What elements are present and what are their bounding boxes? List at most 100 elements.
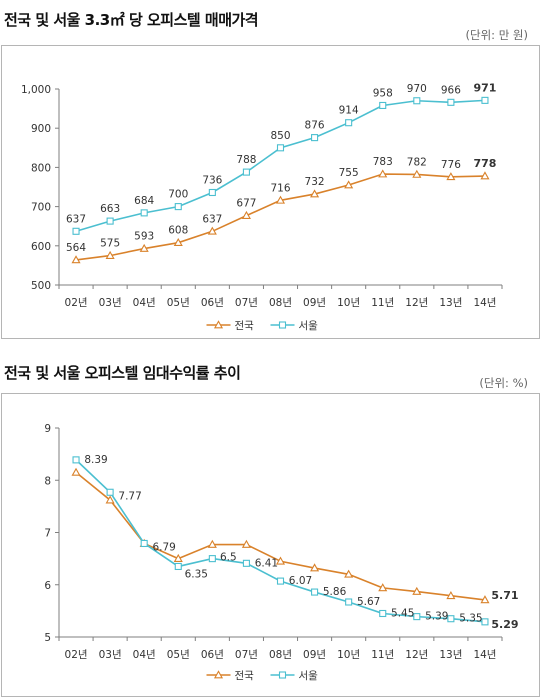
chart2-data-label: 8.39 (84, 454, 107, 466)
chart2-y-tick-label: 8 (44, 475, 51, 487)
chart1-y-tick-label: 900 (31, 123, 51, 135)
chart1-seoul-point (140, 209, 148, 217)
chart2-x-tick-label: 14년 (473, 649, 496, 661)
chart2-seoul-point (106, 488, 114, 496)
chart2-seoul-point (481, 618, 489, 626)
chart1-data-label: 778 (473, 157, 496, 170)
chart1-y-tick-label: 800 (31, 162, 51, 174)
chart1-data-label: 850 (270, 130, 290, 142)
chart1-y-tick-label: 500 (31, 280, 51, 292)
chart1-seoul-point (447, 98, 455, 106)
chart2-nation-point (446, 591, 456, 600)
chart1-nation-point (241, 210, 251, 219)
chart1-seoul-point (311, 134, 319, 142)
chart2-nation-point (378, 583, 388, 592)
chart1-seoul-point (208, 188, 216, 197)
chart1-data-label: 783 (373, 156, 393, 168)
chart2-data-label: 7.77 (118, 490, 141, 502)
chart1-legend-marker (213, 320, 224, 329)
yield-line-chart: 5 6 7 8 9 02년 03년 04년 05년 06년 07년 08년 09년 10년 11년 12년 13… (44, 423, 518, 682)
chart1-nation-point (71, 255, 81, 264)
chart1-seoul-point (345, 119, 353, 127)
chart1-seoul-point (242, 168, 250, 176)
chart1-data-label: 958 (373, 87, 393, 99)
chart2-x-tick-label: 09년 (303, 649, 326, 661)
chart2-nation-point (275, 556, 286, 565)
chart1-x-tick-label: 04년 (133, 297, 156, 309)
chart1-x-tick-label: 08년 (269, 297, 292, 309)
chart1-seoul-point (413, 97, 421, 105)
chart2-x-tick-label: 13년 (439, 649, 462, 661)
chart2-x-tick-label: 06년 (201, 649, 224, 661)
chart2-y-tick-label: 6 (44, 580, 51, 592)
chart1-nation-point (480, 171, 490, 180)
chart2-nation-point (480, 595, 490, 604)
chart2-seoul-point (447, 615, 455, 623)
chart1-x-tick-label: 10년 (337, 297, 360, 309)
chart1-seoul-point (106, 217, 114, 225)
chart2-nation-point (241, 539, 251, 548)
chart1-x-tick-label: 12년 (405, 297, 428, 309)
price-line-chart: 500 600 700 800 900 1,000 02년 03년 04년 05년 06년 07년 08… (21, 81, 503, 332)
chart2-panel: 5 6 7 8 9 02년 03년 04년 05년 06년 07년 08년 09년 10년 11년 12년 13… (1, 393, 540, 697)
chart2-unit: (단위: %) (479, 376, 528, 390)
chart2-data-label: 5.39 (425, 611, 448, 623)
chart2-data-label: 6.07 (289, 575, 312, 587)
chart2-series-line-seoul (75, 459, 486, 623)
chart1-x-tick-label: 07년 (235, 297, 258, 309)
chart1-legend-label: 전국 (235, 320, 255, 332)
chart1-x-tick-label: 13년 (439, 297, 462, 309)
chart1-data-label: 700 (168, 189, 188, 201)
chart1-data-label: 914 (339, 105, 359, 117)
chart1-data-label: 575 (100, 238, 120, 250)
chart2-data-label: 5.45 (391, 607, 414, 619)
chart1-nation-point (275, 195, 286, 204)
chart2-x-tick-label: 08년 (269, 649, 292, 661)
chart2-nation-point (71, 467, 81, 476)
chart2-title: 전국 및 서울 오피스텔 임대수익률 추이 (4, 364, 241, 382)
chart1-nation-point (105, 250, 115, 259)
chart1-x-tick-label: 02년 (65, 297, 88, 309)
chart1-data-label: 966 (441, 84, 461, 96)
chart2-x-tick-label: 07년 (235, 649, 258, 661)
chart1-seoul-point (72, 227, 80, 235)
chart1-data-label: 637 (202, 213, 222, 225)
chart1-seoul-point (276, 144, 285, 152)
chart2-seoul-point (413, 613, 421, 621)
chart2-nation-point (412, 586, 422, 595)
chart1-data-label: 782 (407, 156, 427, 168)
chart1-unit: (단위: 만 원) (465, 28, 528, 42)
chart2-data-label: 6.5 (220, 552, 237, 564)
chart1-nation-point (310, 189, 320, 198)
chart1-seoul-point (174, 203, 182, 211)
chart1-data-label: 971 (473, 81, 496, 94)
chart1-legend-marker (278, 321, 287, 329)
chart1-data-label: 970 (407, 83, 427, 95)
chart1-nation-point (173, 237, 183, 247)
chart2-x-tick-label: 03년 (99, 649, 122, 661)
chart1-y-tick-label: 600 (31, 241, 51, 253)
chart2-data-label: 5.67 (357, 596, 380, 608)
chart1-title: 전국 및 서울 3.3㎡ 당 오피스텔 매매가격 (4, 11, 259, 29)
chart2-seoul-point (345, 598, 353, 606)
chart2-x-tick-label: 11년 (371, 649, 394, 661)
chart1-data-label: 608 (168, 225, 188, 237)
chart2-seoul-point (276, 577, 285, 585)
chart1-data-label: 637 (66, 213, 86, 225)
chart2-data-label: 5.29 (491, 618, 518, 631)
chart1-data-label: 593 (134, 231, 154, 243)
chart1-x-tick-label: 11년 (371, 297, 394, 309)
chart2-x-tick-label: 12년 (405, 649, 428, 661)
chart1-nation-point (412, 169, 422, 178)
chart1-data-label: 564 (66, 242, 86, 254)
chart2-seoul-point (379, 609, 387, 618)
chart2-y-tick-label: 9 (44, 423, 51, 435)
chart1-nation-point (139, 243, 149, 252)
chart2-seoul-point (72, 456, 80, 464)
chart2-legend-label: 전국 (235, 670, 255, 682)
chart1-data-label: 876 (305, 120, 325, 132)
chart2-nation-point (105, 495, 115, 504)
chart2-seoul-point (174, 562, 182, 571)
chart1-x-tick-label: 09년 (303, 297, 326, 309)
chart2-seoul-point (242, 559, 250, 567)
